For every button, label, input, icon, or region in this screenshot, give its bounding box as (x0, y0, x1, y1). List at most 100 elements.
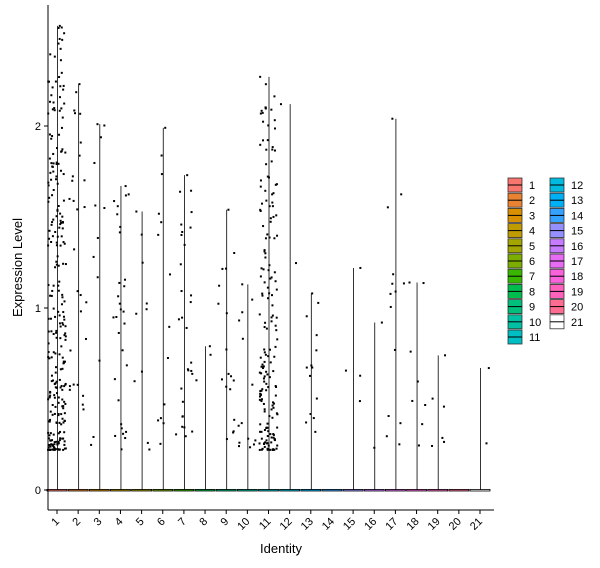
data-point (189, 226, 192, 229)
data-point (263, 410, 266, 413)
data-point (268, 292, 271, 295)
data-point (54, 315, 57, 318)
data-point (51, 221, 54, 224)
data-point (79, 310, 82, 313)
data-point (159, 442, 162, 445)
legend-label-17: 17 (571, 256, 583, 268)
data-point (344, 369, 347, 372)
data-point (60, 384, 63, 387)
data-point (63, 334, 66, 337)
data-point (264, 237, 267, 240)
data-point (258, 395, 261, 398)
data-point (270, 320, 273, 323)
violin-base (384, 488, 406, 492)
data-point (51, 448, 54, 451)
data-point (261, 202, 264, 205)
data-point (260, 372, 263, 375)
data-point (191, 430, 194, 433)
legend-label-13: 13 (571, 195, 583, 207)
data-point (96, 276, 99, 279)
data-point (267, 176, 270, 179)
data-point (53, 441, 56, 444)
data-point (311, 366, 314, 369)
data-point (68, 385, 71, 388)
data-point (56, 208, 59, 211)
data-point (98, 359, 101, 362)
violin-group-12 (279, 103, 301, 492)
data-point (59, 47, 62, 50)
data-point (417, 444, 420, 447)
data-point (311, 292, 314, 295)
violin-group-16 (363, 321, 385, 492)
data-point (120, 448, 123, 451)
y-axis-title: Expression Level (10, 218, 25, 317)
data-point (275, 329, 278, 332)
data-point (140, 370, 143, 373)
data-point (68, 388, 71, 391)
legend-label-20: 20 (571, 302, 583, 314)
violin-base (258, 488, 279, 492)
data-point (264, 252, 267, 255)
data-point (62, 405, 65, 408)
data-point (394, 290, 397, 293)
data-point (373, 446, 376, 449)
data-point (148, 448, 151, 451)
data-point (157, 212, 160, 215)
violin-base (236, 488, 258, 492)
data-point (49, 439, 52, 442)
data-point (64, 332, 67, 335)
data-point (58, 448, 61, 451)
legend-label-3: 3 (529, 210, 535, 222)
data-point (62, 448, 65, 451)
data-point (51, 289, 54, 292)
data-point (241, 337, 244, 340)
data-point (274, 324, 277, 327)
data-point (48, 444, 51, 447)
data-point (61, 148, 64, 151)
data-point (59, 212, 62, 215)
data-point (50, 330, 53, 333)
data-point (59, 244, 62, 247)
data-point (119, 308, 122, 311)
data-point (52, 446, 55, 449)
data-point (56, 443, 59, 446)
data-point (259, 210, 262, 213)
data-point (431, 397, 434, 400)
data-point (54, 382, 57, 385)
data-point (55, 178, 58, 181)
data-point (55, 241, 58, 244)
data-point (359, 374, 362, 377)
data-point (51, 404, 54, 407)
data-point (78, 83, 81, 86)
data-point (187, 369, 190, 372)
data-point (183, 243, 186, 246)
data-point (262, 377, 265, 380)
data-point (268, 205, 271, 208)
data-point (64, 402, 67, 405)
violin-group-2 (67, 83, 89, 492)
data-point (55, 440, 58, 443)
data-point (443, 440, 446, 443)
violin-group-15 (342, 266, 364, 492)
data-point (177, 318, 180, 321)
data-point (118, 231, 121, 234)
data-point (47, 80, 50, 83)
data-point (268, 415, 271, 418)
data-point (57, 440, 60, 443)
data-point (259, 208, 262, 211)
data-point (61, 220, 64, 223)
data-point (252, 443, 255, 446)
data-point (271, 314, 274, 317)
y-tick-label: 0 (35, 485, 41, 497)
data-point (263, 408, 266, 411)
data-point (262, 120, 265, 123)
data-point (408, 281, 411, 284)
data-point (189, 301, 192, 304)
data-point (48, 396, 51, 399)
data-point (64, 263, 67, 266)
data-point (264, 83, 267, 86)
data-point (267, 444, 270, 447)
data-point (63, 419, 66, 422)
data-point (84, 337, 87, 340)
data-point (275, 288, 278, 291)
